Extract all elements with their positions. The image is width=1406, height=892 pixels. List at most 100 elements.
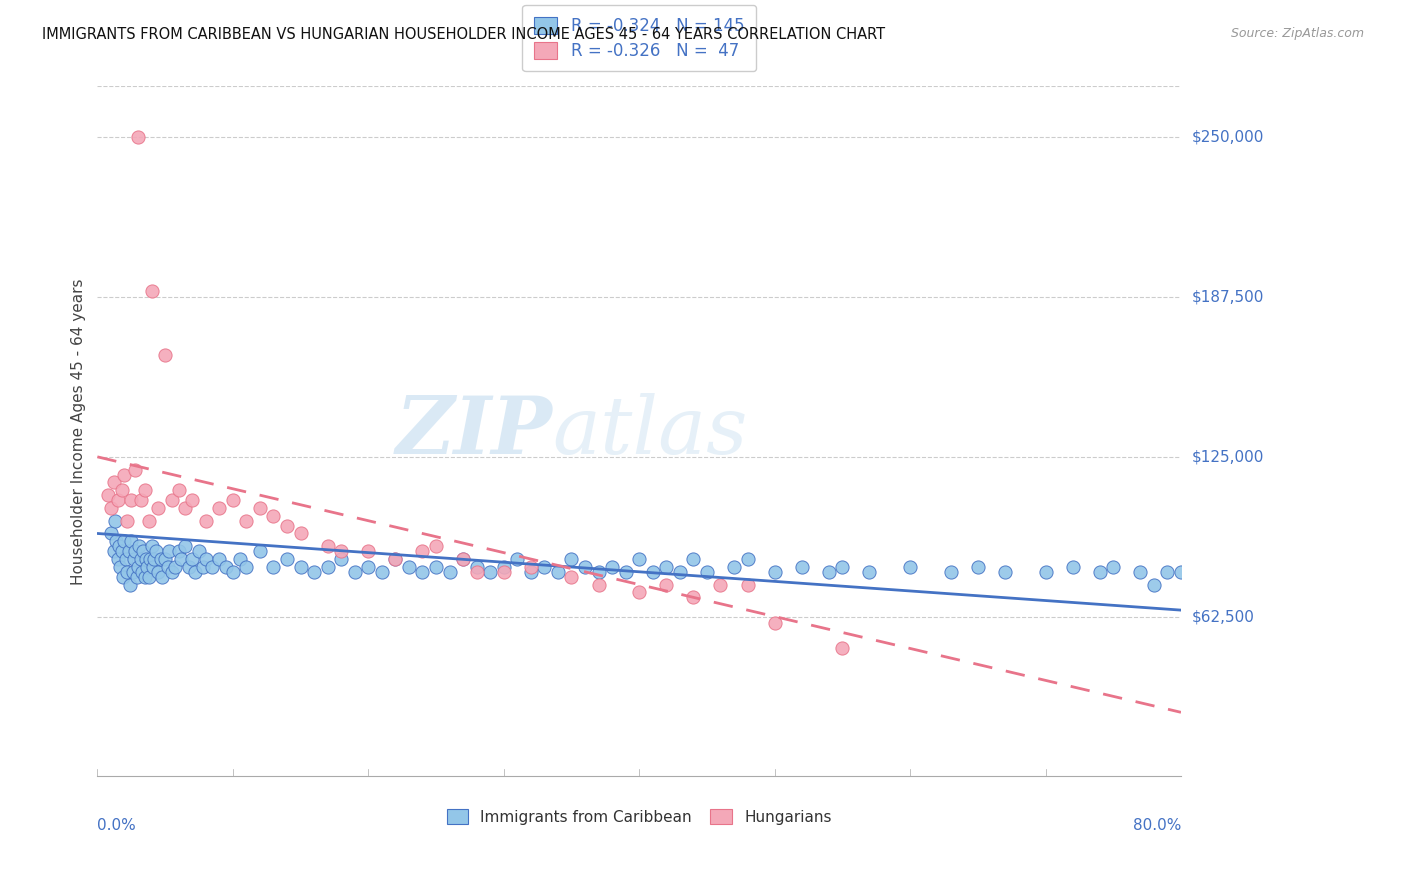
Point (560, 570, 582, 584)
Point (357, 559, 380, 574)
Point (127, 559, 149, 574)
Point (160, 493, 183, 508)
Point (160, 565, 183, 579)
Point (108, 539, 131, 553)
Point (316, 559, 339, 574)
Point (696, 565, 718, 579)
Point (465, 565, 488, 579)
Point (131, 565, 153, 579)
Point (100, 500, 122, 515)
Point (898, 559, 921, 574)
Point (465, 559, 488, 574)
Point (357, 544, 380, 558)
Point (763, 615, 786, 630)
Point (228, 552, 250, 566)
Point (249, 500, 271, 515)
Point (600, 559, 623, 574)
Point (139, 552, 162, 566)
Point (184, 565, 207, 579)
Point (302, 565, 325, 579)
Legend: Immigrants from Caribbean, Hungarians: Immigrants from Caribbean, Hungarians (440, 803, 838, 830)
Point (384, 552, 406, 566)
Point (709, 577, 731, 591)
Point (141, 284, 163, 298)
Point (111, 483, 134, 497)
Point (134, 570, 156, 584)
Point (737, 552, 759, 566)
Point (628, 552, 651, 566)
Point (411, 544, 433, 558)
Point (222, 565, 245, 579)
Text: $125,000: $125,000 (1192, 450, 1264, 465)
Point (398, 559, 420, 574)
Point (150, 552, 173, 566)
Text: Source: ZipAtlas.com: Source: ZipAtlas.com (1230, 27, 1364, 40)
Point (506, 552, 529, 566)
Point (316, 539, 339, 553)
Point (249, 544, 271, 558)
Point (138, 570, 160, 584)
Point (655, 577, 678, 591)
Point (1088, 565, 1111, 579)
Point (150, 570, 173, 584)
Point (520, 565, 543, 579)
Point (127, 130, 149, 145)
Point (124, 544, 146, 558)
Point (1035, 565, 1057, 579)
Point (181, 493, 204, 508)
Point (276, 518, 298, 533)
Point (125, 570, 148, 584)
Point (163, 559, 186, 574)
Point (235, 559, 257, 574)
Point (439, 565, 461, 579)
Point (100, 526, 122, 541)
Point (479, 565, 502, 579)
Point (1129, 565, 1152, 579)
Point (153, 552, 176, 566)
Point (201, 559, 224, 574)
Point (547, 565, 569, 579)
Point (129, 493, 152, 508)
Point (122, 552, 145, 566)
Point (187, 544, 209, 558)
Point (167, 483, 190, 497)
Point (114, 552, 136, 566)
Point (290, 526, 312, 541)
Point (939, 565, 962, 579)
Point (641, 565, 664, 579)
Point (157, 544, 180, 558)
Point (114, 534, 136, 549)
Point (104, 514, 127, 528)
Point (858, 565, 880, 579)
Point (135, 552, 157, 566)
Point (215, 559, 238, 574)
Point (120, 493, 142, 508)
Point (103, 475, 125, 490)
Point (112, 570, 135, 584)
Point (451, 552, 474, 566)
Point (451, 552, 474, 566)
Point (682, 552, 704, 566)
Point (118, 577, 141, 591)
Point (330, 544, 353, 558)
Text: 0.0%: 0.0% (97, 818, 136, 832)
Point (181, 552, 204, 566)
Point (115, 565, 138, 579)
Point (817, 565, 839, 579)
Point (737, 577, 759, 591)
Point (141, 539, 163, 553)
Point (1156, 565, 1178, 579)
Point (208, 552, 231, 566)
Point (170, 552, 193, 566)
Point (371, 565, 394, 579)
Point (134, 483, 156, 497)
Text: atlas: atlas (553, 392, 748, 470)
Point (148, 500, 170, 515)
Point (235, 514, 257, 528)
Point (103, 544, 125, 558)
Text: $250,000: $250,000 (1192, 130, 1264, 145)
Point (174, 539, 197, 553)
Point (117, 544, 139, 558)
Text: ZIP: ZIP (395, 392, 553, 470)
Text: $187,500: $187,500 (1192, 290, 1264, 305)
